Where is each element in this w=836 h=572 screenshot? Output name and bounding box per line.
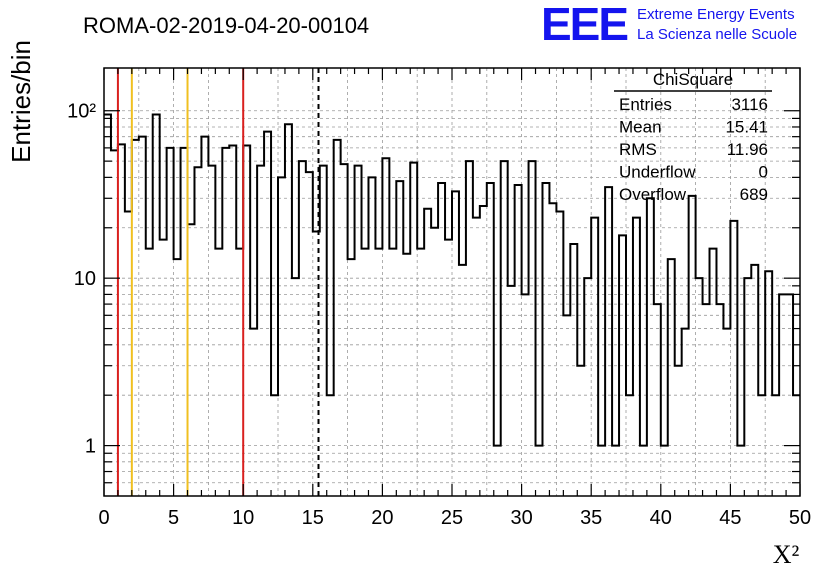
x-axis-label: X² [773, 540, 800, 569]
x-tick-label: 15 [302, 507, 324, 529]
stats-row-value: 15.41 [725, 118, 768, 137]
axis-ticks: 0 5 10 15 20 25 30 35 40 45 50 1 10 10² [67, 68, 811, 529]
x-tick-label: 5 [168, 507, 179, 529]
vertical-markers [116, 68, 320, 496]
y-tick-label: 1 [85, 436, 96, 458]
histogram-series [104, 113, 800, 447]
histogram-line [104, 113, 800, 447]
x-tick-label: 40 [650, 507, 672, 529]
eee-logo: EEE Extreme Energy Events La Scienza nel… [541, 0, 797, 50]
y-axis-label: Entries/bin [6, 40, 36, 163]
stats-name: ChiSquare [653, 70, 733, 89]
x-tick-label: 45 [719, 507, 741, 529]
x-tick-label: 50 [789, 507, 811, 529]
logo-line1: Extreme Energy Events [637, 6, 795, 23]
logo-line2: La Scienza nelle Scuole [637, 26, 797, 43]
stats-row-label: Overflow [619, 185, 687, 204]
stats-row-value: 3116 [731, 95, 768, 114]
logo-mark: EEE [541, 0, 627, 50]
stats-row-label: Mean [619, 118, 662, 137]
x-tick-label: 0 [98, 507, 109, 529]
y-tick-label: 10² [67, 101, 96, 123]
y-tick-label: 10 [74, 268, 96, 290]
stats-row-value: 0 [759, 163, 768, 182]
stats-row-label: Entries [619, 95, 672, 114]
stats-row-label: Underflow [619, 163, 696, 182]
x-tick-label: 10 [232, 507, 254, 529]
stats-row-label: RMS [619, 140, 657, 159]
chart-title: ROMA-02-2019-04-20-00104 [83, 13, 369, 38]
grid-lines [104, 68, 800, 496]
x-tick-label: 30 [510, 507, 532, 529]
stats-row-value: 689 [740, 185, 768, 204]
stats-row-value: 11.96 [727, 140, 768, 159]
x-tick-label: 35 [580, 507, 602, 529]
x-tick-label: 20 [371, 507, 393, 529]
stats-box: ChiSquare Entries 3116 Mean 15.41 RMS 11.96 Un… [614, 70, 772, 204]
x-tick-label: 25 [441, 507, 463, 529]
